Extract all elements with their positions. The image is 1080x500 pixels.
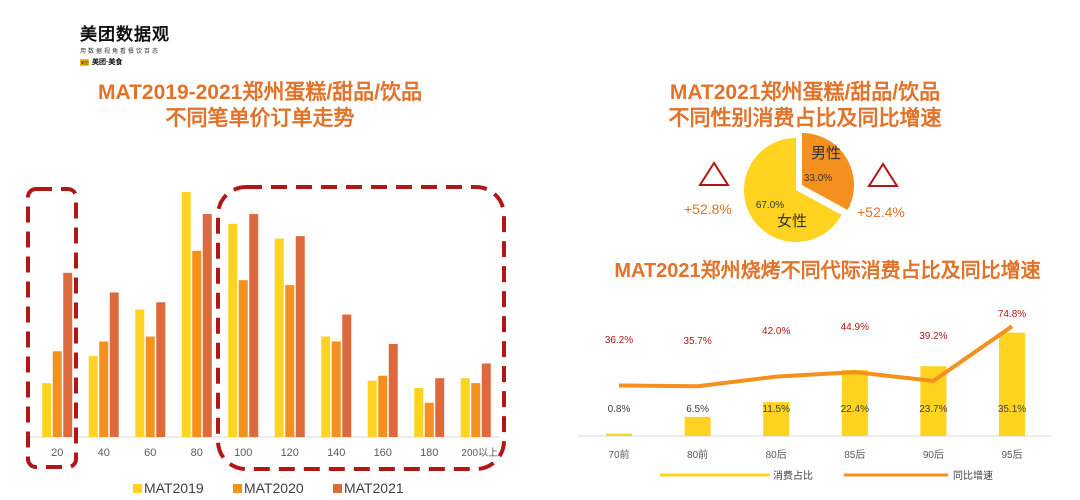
chart3-growth-value-label: 44.9% bbox=[841, 322, 869, 333]
chart1-bar-mat2021-5 bbox=[295, 236, 305, 437]
male-growth-label: +52.4% bbox=[857, 204, 905, 220]
pie-label-female: 女性 bbox=[777, 212, 807, 230]
chart1-highlight-frame-20 bbox=[26, 187, 78, 469]
chart1-bar-mat2021-6 bbox=[342, 314, 352, 437]
chart1-x-tick-label: 200以上 bbox=[461, 447, 498, 459]
chart1-x-tick-label: 180 bbox=[420, 447, 438, 459]
logo-badge: 美团 bbox=[80, 58, 89, 66]
chart1-bar-mat2019-5 bbox=[274, 238, 284, 437]
chart1-highlight-frame-100-plus bbox=[216, 185, 506, 471]
chart1-legend-swatch-mat2021 bbox=[333, 484, 342, 493]
chart1-legend-label: MAT2019 bbox=[144, 480, 204, 496]
chart1-bar-mat2020-0 bbox=[52, 351, 62, 437]
chart1-legend-swatch-mat2019 bbox=[133, 484, 142, 493]
chart3-x-tick-label: 80前 bbox=[687, 448, 708, 461]
chart1-bar-mat2020-9 bbox=[471, 383, 481, 437]
female-growth-label: +52.8% bbox=[684, 201, 732, 217]
chart3-share-value-label: 22.4% bbox=[841, 404, 869, 415]
chart1-bar-mat2019-0 bbox=[42, 383, 52, 437]
chart1-bar-mat2019-3 bbox=[181, 192, 191, 437]
chart1-bar-mat2019-7 bbox=[367, 380, 377, 437]
chart1-bar-mat2021-2 bbox=[156, 302, 166, 437]
chart1-x-tick-label: 80 bbox=[191, 447, 203, 459]
chart1-title-line2: 不同笔单价订单走势 bbox=[165, 107, 355, 130]
chart1-title: MAT2019-2021郑州蛋糕/甜品/饮品 不同笔单价订单走势 bbox=[60, 80, 460, 132]
chart2-title-line2: 不同性别消费占比及同比增速 bbox=[668, 107, 942, 130]
chart3-share-bar-5 bbox=[999, 332, 1025, 436]
chart3-x-tick-label: 70前 bbox=[608, 448, 629, 461]
chart3-share-value-label: 23.7% bbox=[919, 404, 947, 415]
chart3-share-value-label: 0.8% bbox=[608, 404, 631, 415]
chart1-bar-mat2020-1 bbox=[99, 341, 109, 437]
chart1-x-tick-label: 40 bbox=[98, 447, 110, 459]
chart3-share-value-label: 35.1% bbox=[998, 404, 1026, 415]
logo-brand: 美团 美团·美食 bbox=[80, 57, 170, 67]
chart3-legend-label-share: 消费占比 bbox=[773, 469, 813, 482]
chart3-x-tick-label: 90后 bbox=[923, 449, 944, 461]
chart3-share-value-label: 6.5% bbox=[686, 404, 709, 415]
chart1-bar-mat2021-7 bbox=[388, 343, 398, 437]
chart3-growth-value-label: 74.8% bbox=[998, 309, 1026, 320]
logo-subtitle: 用数据视角看餐饮百态 bbox=[80, 49, 161, 55]
pie-slice-male bbox=[802, 133, 854, 211]
chart1-bar-mat2019-6 bbox=[321, 336, 331, 437]
chart3-share-value-label: 11.5% bbox=[762, 404, 790, 415]
chart1-legend-swatch-mat2020 bbox=[233, 484, 242, 493]
chart3-x-tick-label: 95后 bbox=[1001, 449, 1022, 461]
chart1-bar-mat2021-1 bbox=[109, 292, 119, 437]
pie-value-female: 67.0% bbox=[756, 200, 784, 211]
chart1-bar-mat2019-1 bbox=[88, 356, 98, 437]
chart1-bar-mat2021-0 bbox=[63, 272, 73, 437]
chart1-bar-mat2021-8 bbox=[435, 378, 445, 437]
chart1-bar-mat2021-3 bbox=[202, 214, 212, 437]
chart3-share-bar-3 bbox=[841, 370, 868, 436]
chart3-share-bar-0 bbox=[606, 433, 632, 436]
chart1-x-tick-label: 120 bbox=[281, 447, 299, 459]
logo-title: 美团数据观 bbox=[80, 25, 170, 44]
pie-slice-female bbox=[744, 138, 842, 242]
chart3-share-bar-1 bbox=[684, 416, 711, 436]
chart2-title-line1: MAT2021郑州蛋糕/甜品/饮品 bbox=[669, 81, 941, 104]
chart1-bar-mat2019-9 bbox=[460, 378, 470, 437]
chart1-bar-mat2020-3 bbox=[192, 250, 202, 437]
pie-value-male: 33.0% bbox=[804, 173, 832, 184]
chart1-bar-mat2019-4 bbox=[228, 223, 238, 437]
chart1-bar-mat2020-2 bbox=[145, 336, 155, 437]
chart1-bar-mat2019-2 bbox=[135, 309, 145, 437]
chart1-x-tick-label: 20 bbox=[51, 447, 63, 459]
chart1-bar-mat2020-5 bbox=[285, 285, 295, 437]
chart3-x-tick-label: 80后 bbox=[766, 449, 787, 461]
chart3-growth-value-label: 39.2% bbox=[919, 331, 947, 342]
pie-label-male: 男性 bbox=[811, 145, 841, 162]
chart1-x-tick-label: 60 bbox=[144, 447, 156, 459]
chart3-share-bar-2 bbox=[763, 402, 790, 436]
male-growth-triangle-icon bbox=[867, 162, 899, 187]
chart1-bar-mat2021-9 bbox=[481, 363, 491, 437]
chart3-growth-value-label: 42.0% bbox=[762, 326, 790, 337]
chart3-x-tick-label: 85后 bbox=[844, 449, 865, 461]
chart1-legend-label: MAT2020 bbox=[244, 480, 304, 496]
chart1-legend-label: MAT2021 bbox=[344, 480, 404, 496]
chart1-bar-mat2020-4 bbox=[238, 280, 248, 437]
chart3-legend-label-growth: 同比增速 bbox=[953, 469, 993, 482]
chart1-bar-mat2020-8 bbox=[424, 402, 434, 437]
chart1-bar-mat2019-8 bbox=[414, 388, 424, 437]
chart3-title: MAT2021郑州烧烤不同代际消费占比及同比增速 bbox=[614, 260, 1041, 282]
meituan-data-logo: 美团数据观 用数据视角看餐饮百态 美团 美团·美食 bbox=[80, 20, 170, 67]
chart1-bar-mat2020-7 bbox=[378, 375, 388, 437]
chart2-title: MAT2021郑州蛋糕/甜品/饮品 不同性别消费占比及同比增速 bbox=[600, 80, 1010, 132]
chart1-bar-mat2020-6 bbox=[331, 341, 341, 437]
chart3-share-bar-4 bbox=[920, 366, 947, 436]
chart1-x-tick-label: 140 bbox=[327, 447, 345, 459]
chart3-growth-value-label: 35.7% bbox=[683, 336, 711, 347]
chart1-bar-mat2021-4 bbox=[249, 214, 259, 437]
chart3-growth-line bbox=[618, 324, 1014, 389]
chart1-x-tick-label: 100 bbox=[234, 447, 252, 459]
logo-brand-text: 美团·美食 bbox=[92, 59, 123, 66]
female-growth-triangle-icon bbox=[698, 161, 730, 186]
chart3-growth-value-label: 36.2% bbox=[605, 335, 633, 346]
chart1-title-line1: MAT2019-2021郑州蛋糕/甜品/饮品 bbox=[97, 81, 423, 104]
chart1-x-tick-label: 160 bbox=[374, 447, 392, 459]
